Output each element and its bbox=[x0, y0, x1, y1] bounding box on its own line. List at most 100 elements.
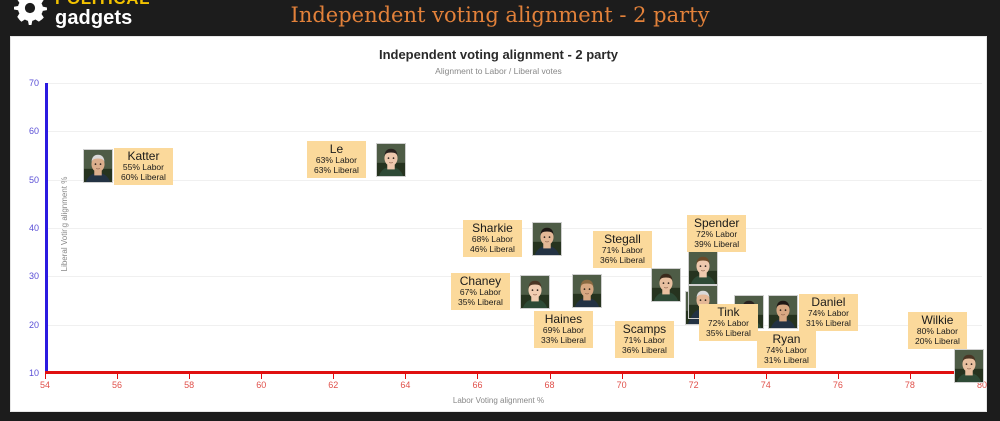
x-axis-tick bbox=[117, 373, 119, 379]
y-axis-tick-label: 70 bbox=[28, 78, 39, 88]
brand-wordmark: POLITICAL gadgets bbox=[55, 0, 150, 28]
data-label-name: Le bbox=[329, 142, 344, 156]
data-label-sharkie[interactable]: Sharkie 68% Labor 46% Liberal bbox=[463, 220, 522, 258]
data-label-tink[interactable]: Tink 72% Labor 35% Liberal bbox=[699, 304, 758, 342]
data-label-labor-value: 68% Labor bbox=[471, 234, 513, 245]
wilkie-photo[interactable] bbox=[954, 349, 984, 383]
data-label-name: Stegall bbox=[604, 232, 641, 246]
data-label-labor-value: 55% Labor bbox=[122, 162, 164, 173]
data-label-katter[interactable]: Katter 55% Labor 60% Liberal bbox=[114, 148, 173, 186]
data-label-scamps[interactable]: Scamps 71% Labor 36% Liberal bbox=[615, 321, 674, 359]
x-axis-tick bbox=[405, 373, 407, 379]
katter-photo[interactable] bbox=[83, 149, 113, 183]
data-label-name: Tink bbox=[717, 305, 740, 319]
x-axis-tick bbox=[333, 373, 335, 379]
brand-line-1: POLITICAL bbox=[55, 0, 150, 7]
chaney-photo[interactable] bbox=[520, 275, 550, 309]
chart-panel: Independent voting alignment - 2 party A… bbox=[10, 36, 987, 412]
data-label-stegall[interactable]: Stegall 71% Labor 36% Liberal bbox=[593, 231, 652, 269]
brand-logo[interactable]: POLITICAL gadgets bbox=[14, 0, 150, 28]
sharkie-photo[interactable] bbox=[532, 222, 562, 256]
x-axis-line bbox=[45, 371, 982, 374]
data-label-ryan[interactable]: Ryan 74% Labor 31% Liberal bbox=[757, 331, 816, 369]
x-axis-tick bbox=[261, 373, 263, 379]
data-label-name: Chaney bbox=[459, 274, 502, 288]
data-label-name: Ryan bbox=[772, 332, 801, 346]
spender-photo[interactable] bbox=[688, 251, 718, 285]
data-label-name: Wilkie bbox=[921, 313, 954, 327]
data-label-liberal-value: 36% Liberal bbox=[622, 344, 667, 355]
plot-area: 10 20 30 40 50 60 70 54 56 58 60 62 64 66 68 70 72 74 76 7… bbox=[29, 78, 987, 390]
data-label-liberal-value: 20% Liberal bbox=[915, 335, 960, 346]
data-label-liberal-value: 31% Liberal bbox=[764, 354, 809, 365]
x-axis-tick-label: 70 bbox=[616, 380, 627, 390]
y-axis-line bbox=[45, 83, 48, 373]
x-axis-tick bbox=[909, 373, 911, 379]
x-axis-tick-label: 80 bbox=[976, 380, 988, 390]
data-label-liberal-value: 35% Liberal bbox=[458, 296, 503, 307]
data-label-liberal-value: 60% Liberal bbox=[121, 171, 166, 182]
data-label-name: Sharkie bbox=[472, 221, 513, 235]
x-axis-tick-label: 68 bbox=[544, 380, 555, 390]
chart-title: Independent voting alignment - 2 party bbox=[378, 47, 619, 62]
data-label-labor-value: 67% Labor bbox=[459, 287, 501, 298]
data-label-labor-value: 72% Labor bbox=[707, 318, 749, 329]
y-axis-tick-label: 30 bbox=[28, 271, 39, 282]
data-label-labor-value: 71% Labor bbox=[623, 335, 665, 346]
x-axis-tick bbox=[837, 373, 839, 379]
daniel-photo[interactable] bbox=[768, 295, 798, 329]
y-axis-tick-label: 50 bbox=[28, 174, 39, 185]
data-label-labor-value: 74% Labor bbox=[765, 345, 807, 356]
data-label-labor-value: 71% Labor bbox=[601, 245, 643, 256]
x-axis-label: Labor Voting alignment % bbox=[452, 396, 545, 405]
data-label-spender[interactable]: Spender 72% Labor 39% Liberal bbox=[687, 215, 747, 253]
data-label-liberal-value: 35% Liberal bbox=[706, 327, 751, 338]
data-label-labor-value: 74% Labor bbox=[807, 308, 849, 319]
data-label-labor-value: 72% Labor bbox=[696, 229, 738, 240]
x-axis-tick bbox=[477, 373, 479, 379]
data-label-liberal-value: 33% Liberal bbox=[541, 334, 586, 345]
x-axis-tick-label: 58 bbox=[184, 380, 195, 390]
le-photo[interactable] bbox=[376, 143, 406, 177]
data-label-name: Spender bbox=[694, 216, 740, 230]
haines-photo[interactable] bbox=[572, 274, 602, 308]
data-label-name: Daniel bbox=[811, 295, 846, 309]
x-axis-tick-label: 64 bbox=[400, 380, 411, 390]
data-label-labor-value: 63% Labor bbox=[315, 155, 357, 166]
x-axis-tick bbox=[549, 373, 551, 379]
data-label-name: Katter bbox=[127, 149, 160, 163]
chart-subtitle: Alignment to Labor / Liberal votes bbox=[435, 66, 562, 76]
gridline bbox=[45, 179, 982, 181]
x-axis-tick-label: 66 bbox=[472, 380, 483, 390]
page-title: Independent voting alignment - 2 party bbox=[290, 3, 710, 27]
y-axis-tick-label: 20 bbox=[28, 319, 39, 330]
data-label-labor-value: 69% Labor bbox=[542, 325, 584, 336]
gridline bbox=[45, 276, 982, 278]
y-axis-tick-label: 10 bbox=[28, 368, 39, 378]
data-label-daniel[interactable]: Daniel 74% Labor 31% Liberal bbox=[799, 294, 858, 332]
app-header: POLITICAL gadgets Independent voting ali… bbox=[0, 0, 1000, 33]
gridline bbox=[45, 131, 982, 133]
x-axis-tick-label: 54 bbox=[39, 380, 51, 390]
data-label-liberal-value: 46% Liberal bbox=[470, 243, 515, 254]
stegall-photo[interactable] bbox=[651, 268, 681, 302]
data-label-liberal-value: 31% Liberal bbox=[806, 317, 851, 328]
x-axis-tick-label: 76 bbox=[832, 380, 843, 390]
x-axis-tick-label: 78 bbox=[904, 380, 915, 390]
gridline bbox=[45, 83, 982, 84]
data-label-haines[interactable]: Haines 69% Labor 33% Liberal bbox=[534, 311, 593, 349]
x-axis-tick-label: 60 bbox=[256, 380, 267, 390]
data-label-liberal-value: 39% Liberal bbox=[694, 238, 740, 249]
y-axis-tick-label: 40 bbox=[28, 223, 39, 233]
data-label-liberal-value: 36% Liberal bbox=[600, 254, 645, 265]
x-axis-tick-label: 74 bbox=[760, 380, 771, 390]
brand-line-2: gadgets bbox=[55, 7, 133, 29]
data-label-le[interactable]: Le 63% Labor 63% Liberal bbox=[307, 141, 366, 179]
gear-icon bbox=[14, 0, 47, 25]
y-axis-tick-label: 60 bbox=[28, 126, 39, 137]
data-label-wilkie[interactable]: Wilkie 80% Labor 20% Liberal bbox=[908, 312, 967, 350]
x-axis-tick bbox=[765, 373, 767, 379]
data-label-labor-value: 80% Labor bbox=[916, 326, 958, 337]
data-label-name: Haines bbox=[544, 312, 583, 326]
data-label-chaney[interactable]: Chaney 67% Labor 35% Liberal bbox=[451, 273, 510, 311]
